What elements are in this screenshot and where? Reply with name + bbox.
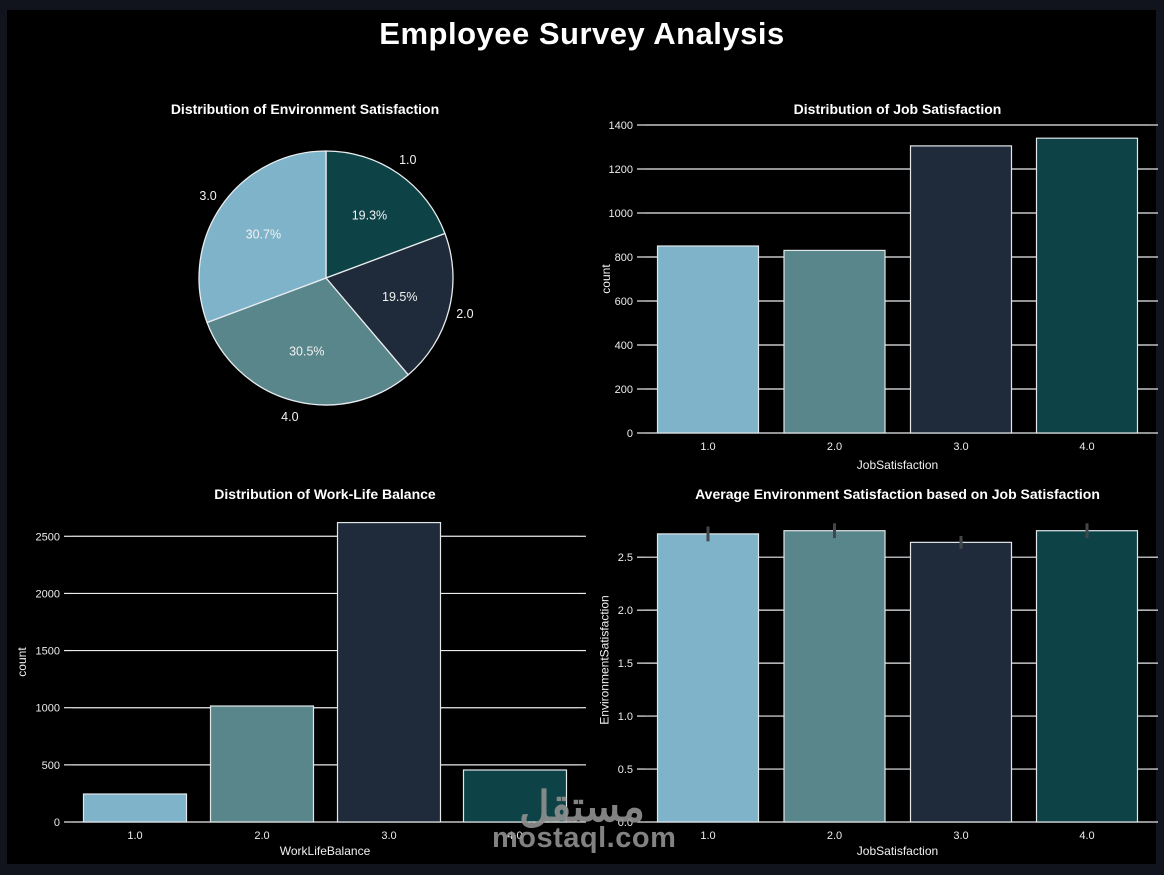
tick-label: 200 — [615, 384, 633, 396]
bar-3.0 — [909, 541, 1013, 823]
error-bars — [706, 523, 1089, 549]
tick-label: 3.0 — [953, 830, 968, 842]
pie-slices — [198, 150, 454, 406]
tick-label: 1200 — [609, 164, 633, 176]
bar-1.0 — [656, 245, 760, 434]
pie-slice-1.0 — [325, 150, 446, 279]
job-satisfaction-x-axis-label: JobSatisfaction — [856, 458, 939, 472]
tick-label: 4.0 — [1079, 441, 1094, 453]
tick-label: 2500 — [36, 531, 60, 543]
job-satisfaction-y-axis-label: count — [599, 264, 613, 294]
tick-label: 1500 — [36, 646, 60, 658]
bar-1.0 — [656, 533, 760, 823]
tick-label: 1.0 — [700, 830, 715, 842]
bars — [656, 137, 1139, 434]
tick-label: 2.0 — [827, 830, 842, 842]
tick-label: 0.0 — [618, 817, 633, 829]
tick-label: 0 — [54, 817, 60, 829]
job-satisfaction-chart-title: Distribution of Job Satisfaction — [793, 101, 1002, 117]
tick-label: 19.3% — [352, 208, 387, 222]
tick-label: 1.0 — [700, 441, 715, 453]
tick-label: 2.0 — [827, 441, 842, 453]
pie-labels: 19.3% 1.0 19.5% 2.0 30.5% 4.0 30.7% 3.0 — [199, 153, 473, 424]
figure-title: Employee Survey Analysis — [379, 16, 785, 51]
tick-label: 500 — [42, 760, 60, 772]
tick-label: 3.0 — [199, 189, 216, 203]
tick-label: 1000 — [609, 208, 633, 220]
pie-slice-4.0 — [206, 277, 409, 406]
tick-label: 2.0 — [618, 605, 633, 617]
tick-label: 800 — [615, 252, 633, 264]
tick-label: 1000 — [36, 703, 60, 715]
tick-label: 1.0 — [127, 830, 142, 842]
bar-4.0 — [1035, 137, 1139, 434]
bar-2.0 — [783, 530, 886, 823]
tick-label: 0.5 — [618, 764, 633, 776]
tick-label: 19.5% — [382, 290, 417, 304]
bar-3.0 — [336, 521, 442, 823]
tick-label: 4.0 — [507, 830, 522, 842]
tick-label: 4.0 — [1079, 830, 1094, 842]
tick-label: 0 — [627, 428, 633, 440]
avg-environment-chart-title: Average Environment Satisfaction based o… — [695, 486, 1100, 502]
bars — [82, 521, 568, 823]
work-life-balance-x-axis-label: WorkLifeBalance — [279, 844, 371, 858]
avg-environment-x-axis-label: JobSatisfaction — [856, 844, 939, 858]
tick-label: 4.0 — [281, 410, 298, 424]
tick-label: 2.5 — [618, 552, 633, 564]
bar-2.0 — [783, 249, 886, 434]
work-life-balance-chart-title: Distribution of Work-Life Balance — [214, 486, 436, 502]
bar-2.0 — [209, 705, 315, 823]
tick-label: 3.0 — [953, 441, 968, 453]
tick-label: 400 — [615, 340, 633, 352]
tick-label: 30.7% — [246, 228, 281, 242]
tick-label: 2.0 — [456, 307, 473, 321]
tick-label: 1400 — [609, 120, 633, 132]
avg-environment-bar-chart: 0.0 0.5 1.0 1.5 2.0 2.5 1.0 2.0 3.0 4.0 — [618, 523, 1158, 842]
tick-label: 1.0 — [618, 711, 633, 723]
bar-1.0 — [82, 793, 188, 823]
gridlines — [64, 535, 586, 823]
job-satisfaction-bar-chart: 0 200 400 600 800 1000 1200 1400 1.0 2.0 3.0 4.0 — [609, 120, 1158, 453]
environment-satisfaction-pie-chart: 19.3% 1.0 19.5% 2.0 30.5% 4.0 30.7% 3.0 — [198, 150, 474, 424]
work-life-balance-bar-chart: 0 500 1000 1500 2000 2500 1.0 2.0 3.0 4.0 — [36, 521, 586, 842]
pie-slice-3.0 — [198, 150, 327, 324]
tick-label: 3.0 — [381, 830, 396, 842]
pie-slice-2.0 — [325, 232, 454, 376]
bar-4.0 — [1035, 530, 1139, 823]
bars — [656, 530, 1139, 823]
tick-label: 30.5% — [289, 345, 324, 359]
pie-chart-title: Distribution of Environment Satisfaction — [170, 101, 440, 117]
tick-label: 2000 — [36, 588, 60, 600]
avg-environment-y-axis-label: EnvironmentSatisfaction — [597, 595, 612, 725]
work-life-balance-y-axis-label: count — [15, 647, 29, 677]
tick-label: 1.5 — [618, 658, 633, 670]
bar-3.0 — [909, 145, 1013, 434]
tick-label: 1.0 — [399, 153, 416, 167]
bar-4.0 — [462, 769, 568, 823]
tick-label: 600 — [615, 296, 633, 308]
tick-label: 2.0 — [254, 830, 269, 842]
